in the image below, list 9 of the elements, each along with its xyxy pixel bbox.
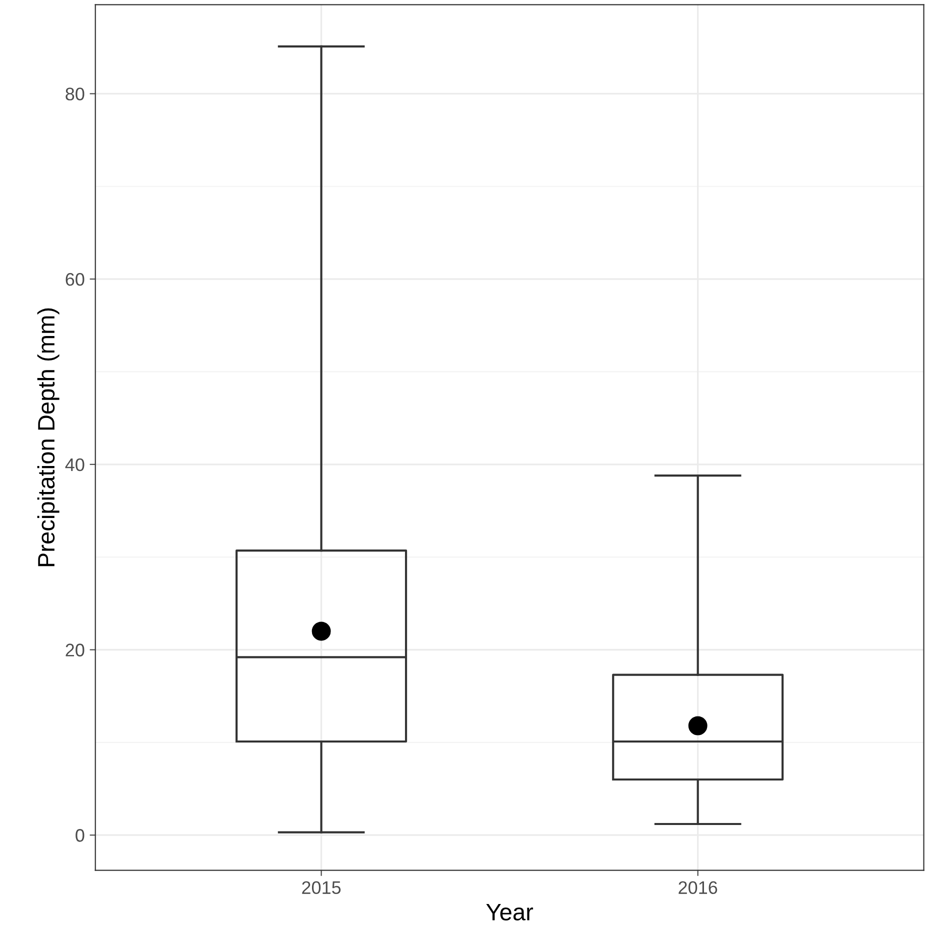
y-tick-label: 40 [65,458,84,472]
y-tick-label: 20 [66,644,84,656]
x-tick-label: 2015 [302,881,341,894]
y-tick-label: 80 [66,88,84,100]
y-axis-title: Precipitation Depth (mm) [37,308,60,566]
y-tick-label: 0 [76,829,84,842]
x-tick-label: 2016 [678,881,718,894]
y-tick-label: 60 [66,272,84,286]
x-axis-title: Year [486,904,534,920]
